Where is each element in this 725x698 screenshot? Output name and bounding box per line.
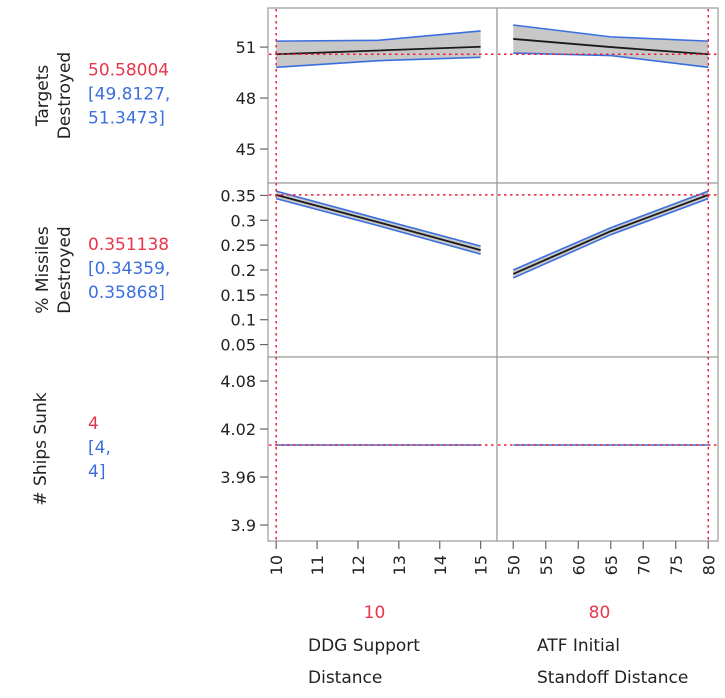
y-tick-label: 4.02 bbox=[220, 420, 256, 439]
lower-bound-line-r1-c1 bbox=[276, 56, 481, 69]
x-tick-label: 55 bbox=[537, 555, 556, 575]
y-tick-label: 3.9 bbox=[231, 516, 256, 535]
x-tick-label: 60 bbox=[569, 555, 588, 575]
confidence-interval-2-line-1: [0.34359, bbox=[88, 259, 170, 279]
x-tick-label: 15 bbox=[472, 555, 491, 575]
predicted-value-1: 50.58004 bbox=[88, 61, 169, 81]
x-tick-label: 75 bbox=[667, 555, 686, 575]
confidence-interval-1-line-2: 51.3473] bbox=[88, 109, 165, 129]
confidence-interval-3-line-2: 4] bbox=[88, 462, 105, 482]
x-axis-label-1-line-2: Distance bbox=[308, 668, 382, 688]
x-axis-label-2-line-1: ATF Initial bbox=[537, 636, 620, 656]
plot-panel-r3-c1 bbox=[267, 356, 498, 542]
profile-curve-r1-c2 bbox=[513, 38, 709, 56]
profile-curve-r1-c1 bbox=[276, 45, 481, 56]
y-axis-label-2: % Missiles Destroyed bbox=[33, 226, 75, 314]
x-tick-label: 80 bbox=[699, 555, 718, 575]
plot-panel-r3-c2 bbox=[496, 356, 719, 542]
upper-bound-line-r2-c1 bbox=[275, 190, 481, 247]
y-tick-label: 0.15 bbox=[220, 286, 256, 305]
lower-bound-line-r2-c1 bbox=[275, 197, 481, 255]
factor-current-value-2: 80 bbox=[589, 603, 611, 623]
predicted-value-3: 4 bbox=[88, 414, 99, 434]
y-tick-label: 4.08 bbox=[220, 372, 256, 391]
plot-panel-r2-c2 bbox=[496, 182, 719, 358]
y-axis-label-3: # Ships Sunk bbox=[31, 392, 51, 505]
predicted-value-2: 0.351138 bbox=[88, 235, 169, 255]
confidence-band-r1-c2 bbox=[513, 24, 709, 68]
x-tick-label: 70 bbox=[634, 555, 653, 575]
x-tick-label: 13 bbox=[390, 555, 409, 575]
y-tick-label: 45 bbox=[236, 140, 256, 159]
x-tick-label: 65 bbox=[602, 555, 621, 575]
x-tick-label: 12 bbox=[349, 555, 368, 575]
y-axis-label-1: Targets Destroyed bbox=[33, 52, 75, 139]
upper-bound-line-r2-c2 bbox=[512, 190, 709, 271]
lower-bound-line-r2-c2 bbox=[512, 197, 709, 279]
y-tick-label: 0.3 bbox=[231, 211, 256, 230]
x-tick-label: 11 bbox=[308, 555, 327, 575]
y-tick-label: 0.2 bbox=[231, 261, 256, 280]
factor-current-value-1: 10 bbox=[364, 603, 386, 623]
confidence-interval-3-line-1: [4, bbox=[88, 438, 111, 458]
y-tick-label: 0.25 bbox=[220, 236, 256, 255]
lower-bound-line-r1-c2 bbox=[513, 52, 709, 69]
profile-curve-r2-c2 bbox=[512, 194, 709, 275]
y-tick-label: 48 bbox=[236, 89, 256, 108]
x-axis-label-1-line-1: DDG Support bbox=[308, 636, 420, 656]
x-tick-label: 50 bbox=[504, 555, 523, 575]
y-tick-label: 0.35 bbox=[220, 186, 256, 205]
x-axis-label-2-line-2: Standoff Distance bbox=[537, 668, 688, 688]
y-tick-label: 0.05 bbox=[220, 336, 256, 355]
upper-bound-line-r1-c1 bbox=[276, 30, 481, 42]
upper-bound-line-r1-c2 bbox=[513, 24, 709, 42]
x-tick-label: 10 bbox=[267, 555, 286, 575]
x-tick-label: 14 bbox=[431, 555, 450, 575]
y-tick-label: 0.1 bbox=[231, 311, 256, 330]
y-tick-label: 51 bbox=[236, 38, 256, 57]
confidence-interval-1-line-1: [49.8127, bbox=[88, 85, 170, 105]
confidence-interval-2-line-2: 0.35868] bbox=[88, 283, 165, 303]
plot-panel-r2-c1 bbox=[267, 182, 498, 358]
y-tick-label: 3.96 bbox=[220, 468, 256, 487]
profile-curve-r2-c1 bbox=[275, 194, 481, 251]
